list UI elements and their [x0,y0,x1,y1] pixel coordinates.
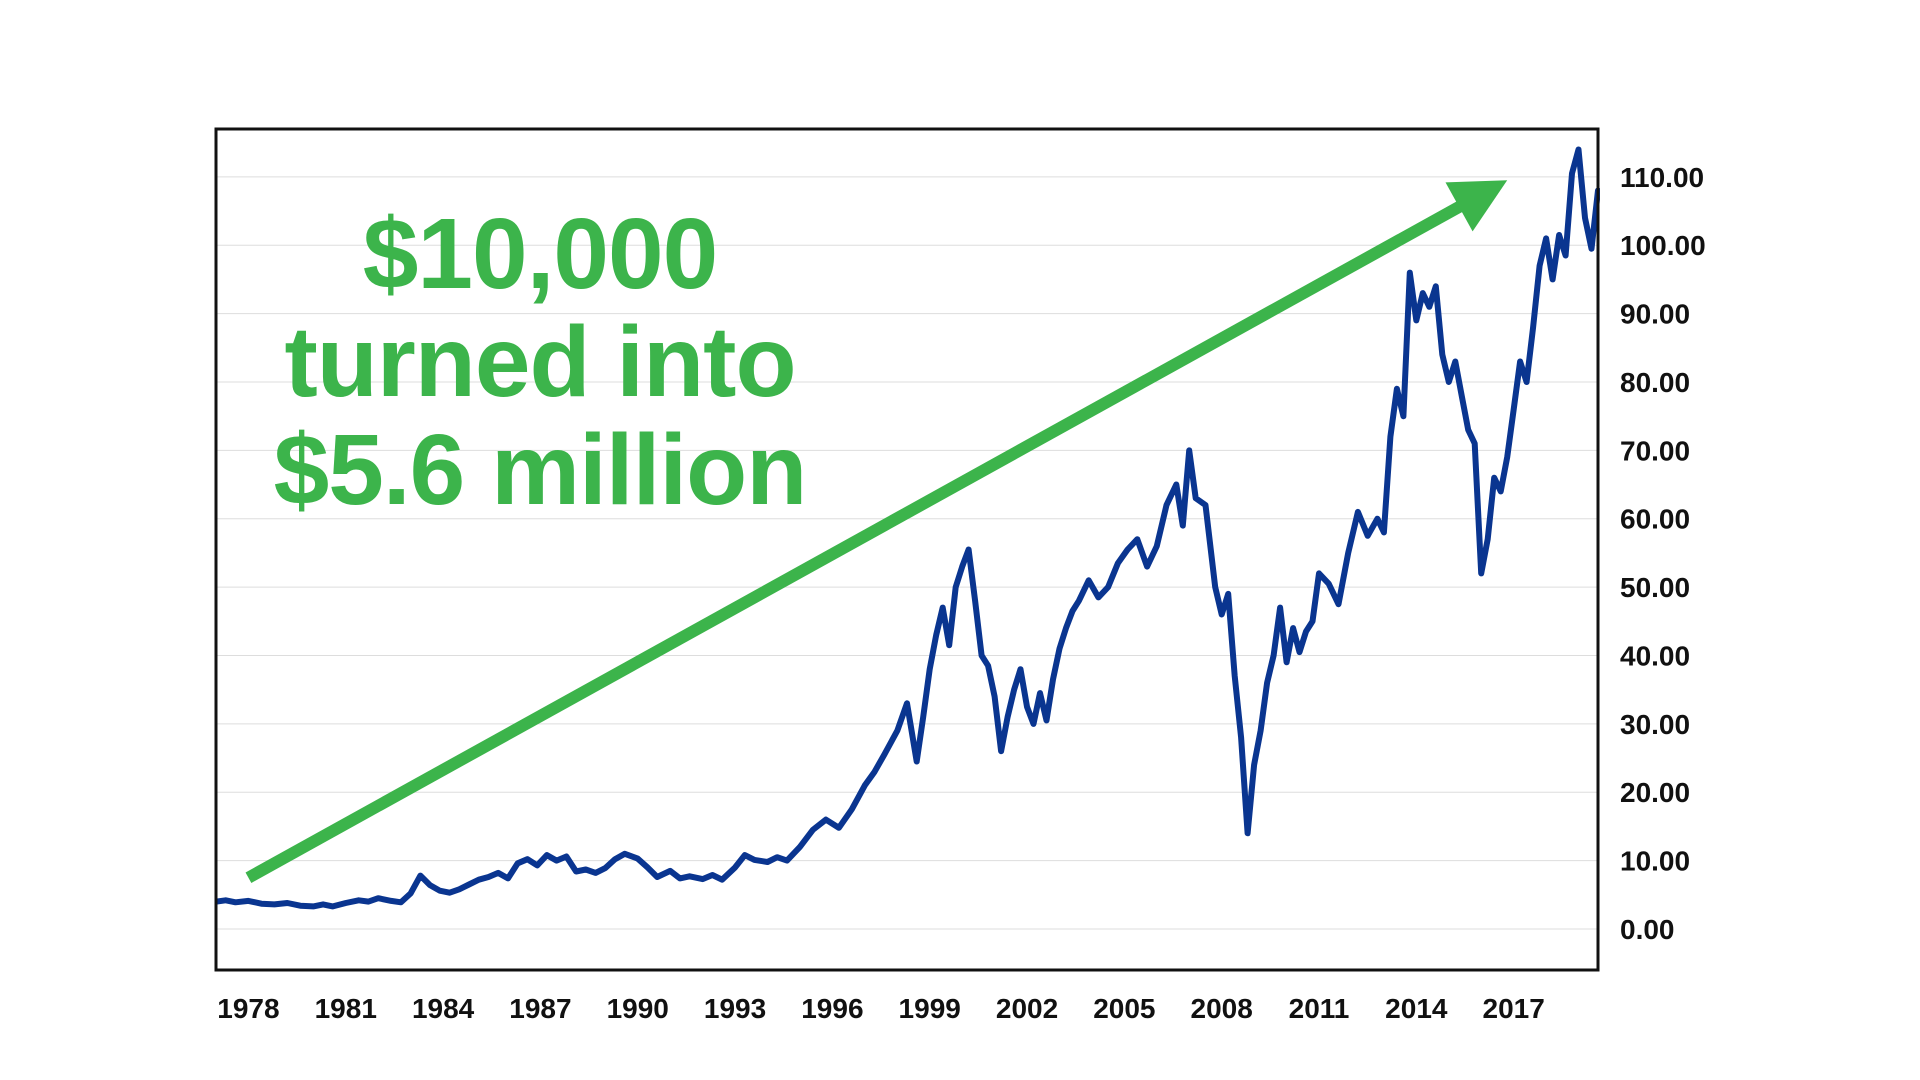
headline-line-1: $10,000 [362,198,718,310]
x-tick-label: 1984 [412,993,475,1024]
x-tick-label: 1990 [607,993,669,1024]
x-tick-label: 1993 [704,993,766,1024]
y-tick-label: 110.00 [1620,162,1704,193]
y-axis-tick-labels: 0.00 10.00 20.00 30.00 40.00 50.00 60.00 70.00 8… [1620,162,1706,945]
y-tick-label: 50.00 [1620,572,1690,603]
x-tick-label: 1981 [315,993,377,1024]
y-tick-label: 70.00 [1620,435,1690,466]
y-tick-label: 0.00 [1620,914,1675,945]
y-tick-label: 30.00 [1620,709,1690,740]
y-tick-label: 90.00 [1620,299,1690,330]
series-layer [216,146,1600,910]
trend-arrow-shaft [245,199,1466,883]
gridlines [216,176,1598,930]
headline-line-3: $5.6 million [273,414,808,526]
x-tick-label: 2014 [1385,993,1448,1024]
y-tick-label: 10.00 [1620,846,1690,877]
y-tick-label: 80.00 [1620,367,1690,398]
x-axis-tick-labels: 1978 1981 1984 1987 1990 1993 1996 1999 2002 2005… [217,993,1545,1024]
trend-arrow [245,180,1508,883]
trend-arrow-head [1445,180,1508,232]
plot-frame [214,127,1600,972]
headline: $10,000 turned into $5.6 million [230,200,850,524]
y-tick-label: 60.00 [1620,504,1690,535]
series-line [216,146,1600,910]
x-tick-label: 2008 [1191,993,1253,1024]
x-tick-label: 2005 [1093,993,1155,1024]
x-tick-label: 1987 [509,993,571,1024]
y-tick-label: 40.00 [1620,640,1690,671]
x-tick-label: 2011 [1289,993,1350,1024]
headline-line-2: turned into [284,306,796,418]
x-tick-label: 1978 [217,993,279,1024]
y-tick-label: 20.00 [1620,777,1690,808]
y-tick-label: 100.00 [1620,230,1706,261]
x-tick-label: 1999 [899,993,961,1024]
x-tick-label: 1996 [801,993,863,1024]
x-tick-label: 2017 [1483,993,1545,1024]
x-tick-label: 2002 [996,993,1058,1024]
